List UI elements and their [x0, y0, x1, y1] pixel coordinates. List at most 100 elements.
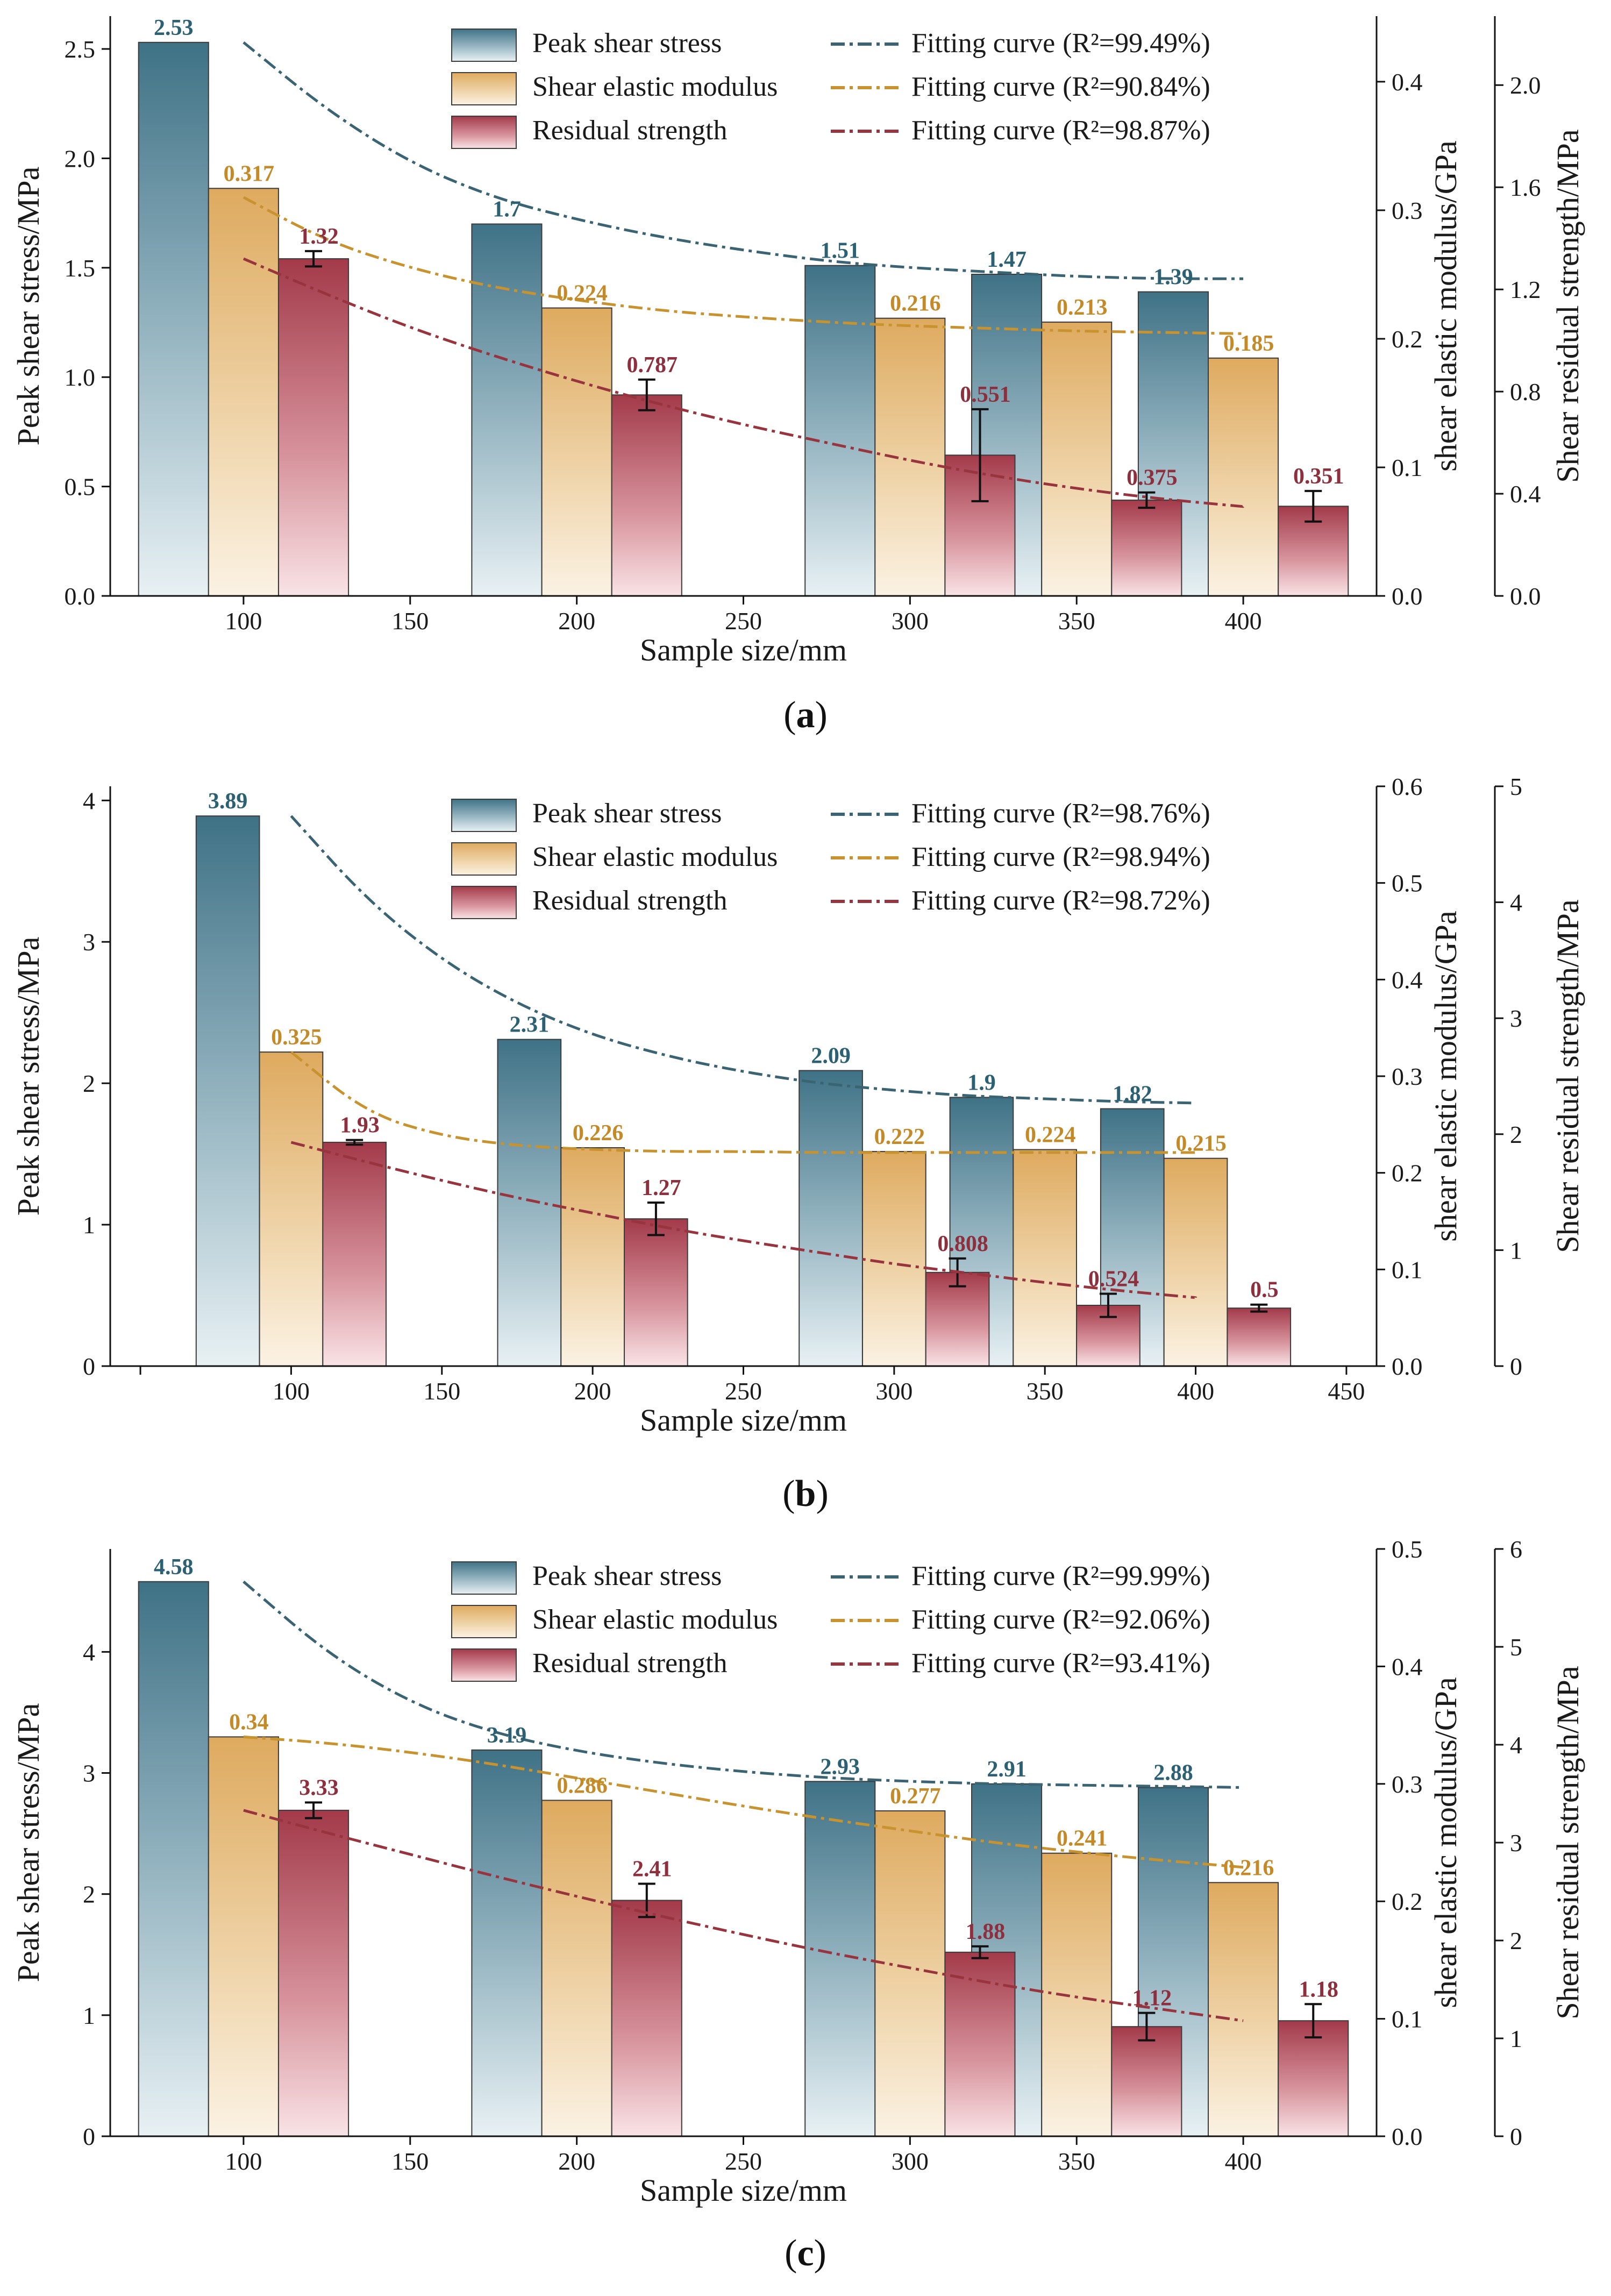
x-tick-label: 350 [1027, 1377, 1064, 1405]
y-tick-label: 3 [1510, 1829, 1522, 1857]
y-tick-label: 2 [1510, 1927, 1522, 1954]
y-tick-label: 0.4 [1510, 480, 1541, 508]
residual-fitting-curve [290, 1141, 1197, 1299]
modulus-fitting-curve [290, 1051, 1196, 1154]
modulus-fitting-curve [243, 196, 1244, 335]
x-tick-label: 300 [892, 2148, 929, 2175]
y-tick-label: 3 [1510, 1005, 1522, 1032]
y-tick-label: 0.1 [1392, 1256, 1423, 1283]
y-tick-label: 3 [83, 1760, 95, 1787]
y-tick-label: 4 [1510, 1731, 1522, 1759]
peak-data-label: 1.9 [967, 1070, 996, 1095]
y-tick-label: 0.8 [1510, 378, 1541, 406]
modulus-data-label: 0.325 [271, 1025, 322, 1050]
x-tick-label: 250 [725, 2148, 762, 2175]
modulus-bar [259, 1051, 324, 1367]
residual-data-label: 0.524 [1088, 1267, 1139, 1291]
peak-data-label: 2.53 [154, 16, 194, 40]
legend-swatch-modulus [451, 842, 517, 876]
x-tick-label: 100 [225, 607, 262, 635]
y-tick-label: 0.3 [1392, 1063, 1423, 1090]
y-axis-title-peak: Peak shear stress/MPa [11, 1703, 46, 1982]
y-tick-label: 2 [1510, 1121, 1522, 1148]
legend-swatch-peak [451, 799, 517, 832]
y-tick-label: 0.4 [1392, 966, 1423, 993]
legend-fit-label-residual: Fitting curve (R²=98.72%) [911, 885, 1210, 916]
modulus-data-label: 0.215 [1175, 1132, 1227, 1156]
x-tick-label: 150 [391, 607, 429, 635]
residual-data-label: 1.32 [299, 224, 339, 249]
legend-label-residual: Residual strength [532, 115, 728, 146]
chart-panel-c: 4.583.192.93 2.91 2.880.340.286 0.2770.2410… [11, 1536, 1585, 2274]
x-axis-title: Sample size/mm [640, 2173, 847, 2208]
legend-fit-name: Fitting curve [911, 798, 1055, 829]
legend-label-modulus: Shear elastic modulus [532, 72, 778, 102]
y-tick-label: 2.0 [65, 145, 96, 172]
modulus-data-label: 0.34 [229, 1710, 269, 1735]
y-tick-label: 2.5 [65, 35, 96, 63]
y-tick-label: 0.4 [1392, 68, 1423, 96]
modulus-data-label: 0.277 [890, 1784, 941, 1809]
residual-data-label: 0.551 [960, 382, 1011, 407]
y-tick-label: 0.0 [1510, 582, 1541, 610]
x-tick-label: 350 [1058, 607, 1095, 635]
legend-swatch-residual [451, 886, 517, 919]
x-tick-label: 400 [1177, 1377, 1214, 1405]
modulus-bar [874, 317, 946, 596]
y-axis-title-residual: Shear residual strength/MPa [1550, 899, 1585, 1253]
y-tick-label: 0.0 [1392, 1353, 1423, 1380]
modulus-data-label: 0.286 [557, 1773, 608, 1798]
residual-data-label: 1.12 [1132, 1986, 1172, 2011]
residual-data-label: 0.375 [1127, 466, 1178, 491]
legend-fit-label-modulus: Fitting curve (R²=90.84%) [911, 72, 1210, 102]
legend-fit-r2: (R²=93.41%) [1063, 1648, 1210, 1679]
y-tick-label: 0.0 [65, 582, 96, 610]
residual-data-label: 1.93 [340, 1113, 380, 1138]
residual-fitting-curve [243, 257, 1245, 508]
x-tick-label: 100 [273, 1377, 310, 1405]
legend-fit-r2: (R²=98.87%) [1063, 115, 1210, 146]
x-tick-label: 150 [391, 2148, 429, 2175]
modulus-data-label: 0.241 [1057, 1826, 1108, 1851]
x-axis-title: Sample size/mm [640, 1403, 847, 1438]
residual-data-label: 1.18 [1299, 1977, 1339, 2002]
residual-bar [1111, 499, 1182, 597]
legend-fit-name: Fitting curve [911, 1561, 1055, 1591]
peak-data-label: 2.91 [987, 1757, 1027, 1782]
peak-data-label: 1.7 [493, 197, 521, 222]
y-axis-title-modulus: shear elastic modulus/GPa [1428, 1677, 1463, 2008]
y-tick-label: 0 [83, 2123, 95, 2150]
y-axis-title-peak: Peak shear stress/MPa [11, 167, 46, 446]
y-tick-label: 1.5 [65, 254, 96, 282]
x-tick-label: 250 [725, 1377, 762, 1405]
x-tick-label: 200 [558, 2148, 595, 2175]
modulus-bar [1041, 321, 1113, 597]
modulus-data-label: 0.216 [1223, 1856, 1274, 1880]
y-tick-label: 1 [83, 2002, 95, 2029]
peak-data-label: 2.88 [1153, 1761, 1193, 1786]
panel-caption: (b) [782, 1473, 829, 1515]
residual-bar [624, 1218, 688, 1367]
legend-fit-label-peak: Fitting curve (R²=99.49%) [911, 28, 1210, 59]
x-tick-label: 400 [1225, 607, 1262, 635]
peak-data-label: 4.58 [154, 1555, 194, 1580]
modulus-data-label: 0.216 [890, 292, 941, 316]
y-tick-label: 0 [1510, 1353, 1522, 1380]
legend-swatch-peak [451, 29, 517, 62]
legend-fit-name: Fitting curve [911, 842, 1055, 872]
y-tick-label: 2 [83, 1070, 95, 1097]
legend-label-residual: Residual strength [532, 1648, 728, 1679]
legend-fit-label-residual: Fitting curve (R²=98.87%) [911, 115, 1210, 146]
legend-fit-r2: (R²=99.99%) [1063, 1561, 1210, 1591]
x-tick-label: 400 [1225, 2148, 1262, 2175]
y-tick-label: 0.2 [1392, 325, 1423, 353]
panel-caption-letter: b [795, 1473, 816, 1515]
legend-label-modulus: Shear elastic modulus [532, 1604, 778, 1635]
modulus-bar [208, 188, 279, 596]
legend-fit-r2: (R²=92.06%) [1063, 1604, 1210, 1635]
y-tick-label: 0.0 [1392, 2123, 1423, 2150]
residual-data-label: 0.787 [627, 353, 678, 378]
y-tick-label: 1.6 [1510, 174, 1541, 201]
residual-bar [322, 1141, 387, 1367]
residual-bar [278, 258, 350, 597]
